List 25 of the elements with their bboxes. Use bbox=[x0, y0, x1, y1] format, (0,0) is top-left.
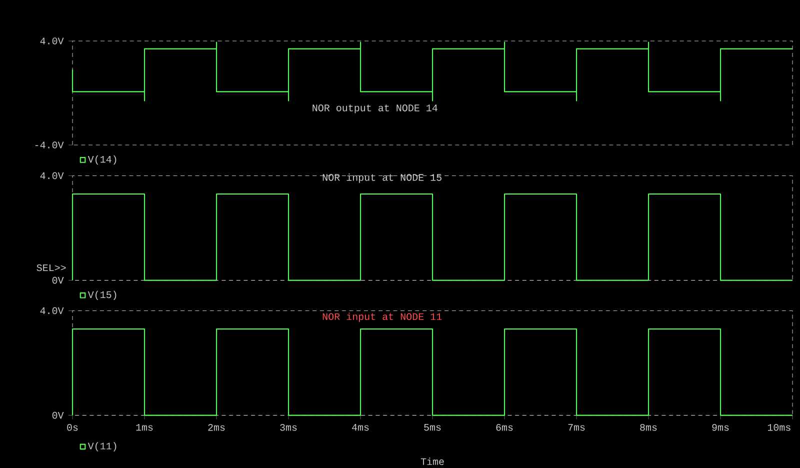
y-tick-label: 4.0V bbox=[40, 38, 64, 44]
text: SEL>> bbox=[36, 264, 66, 272]
legend-label: V(14) bbox=[88, 155, 116, 165]
legend-label: V(11) bbox=[88, 442, 116, 452]
x-tick-label: 6ms bbox=[496, 424, 513, 431]
y-tick-label: 0V bbox=[52, 276, 64, 284]
x-tick-label: 10ms bbox=[768, 424, 790, 431]
legend-label: V(15) bbox=[88, 290, 116, 300]
x-tick-label: 0s bbox=[67, 424, 78, 431]
y-tick-label: -4.0V bbox=[35, 142, 64, 148]
x-tick-label: 2ms bbox=[208, 424, 225, 431]
x-tick-label: 1ms bbox=[136, 424, 153, 431]
y-tick-label: 0V bbox=[52, 412, 64, 419]
y-tick-label: 4.0V bbox=[40, 172, 64, 180]
text: NOR output at NODE 14 bbox=[312, 104, 438, 114]
x-axis-title: Time bbox=[420, 458, 444, 466]
x-tick-label: 7ms bbox=[568, 424, 585, 431]
x-tick-label: 4ms bbox=[352, 424, 369, 431]
x-tick-label: 8ms bbox=[640, 424, 657, 431]
x-tick-label: 3ms bbox=[280, 424, 297, 431]
y-tick-label: 4.0V bbox=[40, 307, 64, 314]
chart-title: NOR input at NODE 11 bbox=[322, 312, 442, 322]
x-tick-label: 9ms bbox=[712, 424, 729, 431]
x-tick-label: 5ms bbox=[424, 424, 441, 431]
line-series bbox=[72, 42, 794, 102]
